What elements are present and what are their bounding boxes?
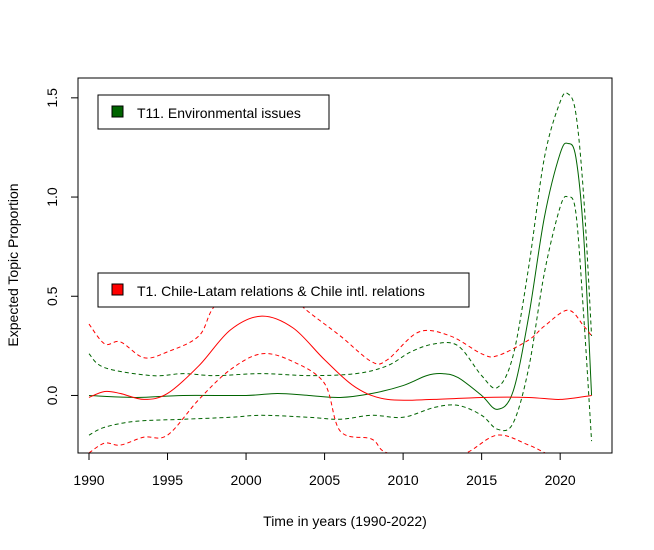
legend-chile-latam-swatch: [111, 283, 124, 296]
x-tick-label: 1990: [73, 472, 104, 488]
series-environmental-line: [88, 142, 593, 410]
x-tick-label: 1995: [152, 472, 183, 488]
series-environmental-lower-bound: [88, 195, 593, 442]
x-axis-title: Time in years (1990-2022): [263, 513, 427, 529]
legend-environmental: T11. Environmental issues: [97, 94, 330, 130]
x-tick-label: 2015: [466, 472, 497, 488]
legend-chile-latam: T1. Chile-Latam relations & Chile intl. …: [97, 272, 470, 308]
x-tick-label: 2020: [545, 472, 576, 488]
y-tick-label: 0.5: [44, 286, 60, 306]
series-chile-latam-line: [88, 315, 592, 401]
series-chile-latam-lower-bound: [88, 353, 547, 453]
y-axis-title: Expected Topic Proportion: [5, 183, 21, 346]
legend-chile-latam-label: T1. Chile-Latam relations & Chile intl. …: [137, 283, 425, 299]
x-tick-label: 2010: [388, 472, 419, 488]
series-layer: [88, 92, 593, 453]
y-tick-label: 1.0: [44, 187, 60, 207]
y-tick-label: 0.0: [44, 386, 60, 406]
x-tick-label: 2000: [230, 472, 261, 488]
legend-environmental-swatch: [111, 105, 124, 118]
legend-environmental-box: [97, 94, 330, 130]
x-axis: 1990 1995 2000 2005 2010 2015 2020: [73, 452, 576, 488]
y-axis: 0.0 0.5 1.0 1.5: [44, 88, 79, 406]
legend-environmental-label: T11. Environmental issues: [137, 105, 301, 121]
x-tick-label: 2005: [309, 472, 340, 488]
series-environmental-upper-bound: [88, 92, 593, 389]
legend-chile-latam-box: [97, 272, 470, 308]
series-chile-latam-upper-bound: [88, 281, 592, 365]
y-tick-label: 1.5: [44, 88, 60, 108]
